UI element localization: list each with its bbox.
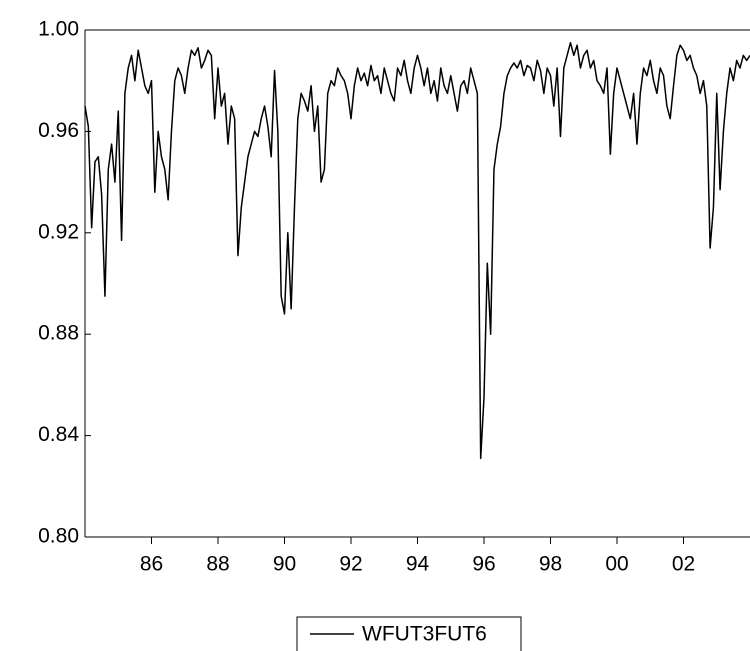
- series-line: [84, 41, 750, 460]
- y-tick-label: 0.88: [38, 322, 79, 345]
- y-tick-label: 0.92: [38, 220, 79, 243]
- x-tick-label: 00: [605, 553, 628, 576]
- x-tick-label: 02: [672, 553, 695, 576]
- x-tick-label: 96: [472, 553, 495, 576]
- x-tick-label: 94: [406, 553, 430, 576]
- x-tick-label: 98: [539, 553, 562, 576]
- x-tick-label: 88: [206, 553, 229, 576]
- x-tick-label: 86: [140, 553, 163, 576]
- y-tick-label: 0.84: [38, 423, 79, 446]
- y-tick-label: 0.80: [38, 525, 79, 548]
- legend-label: WFUT3FUT6: [362, 623, 487, 646]
- x-tick-label: 90: [273, 553, 296, 576]
- y-tick-label: 0.96: [38, 119, 79, 142]
- x-tick-label: 92: [339, 553, 362, 576]
- y-tick-label: 1.00: [38, 18, 79, 41]
